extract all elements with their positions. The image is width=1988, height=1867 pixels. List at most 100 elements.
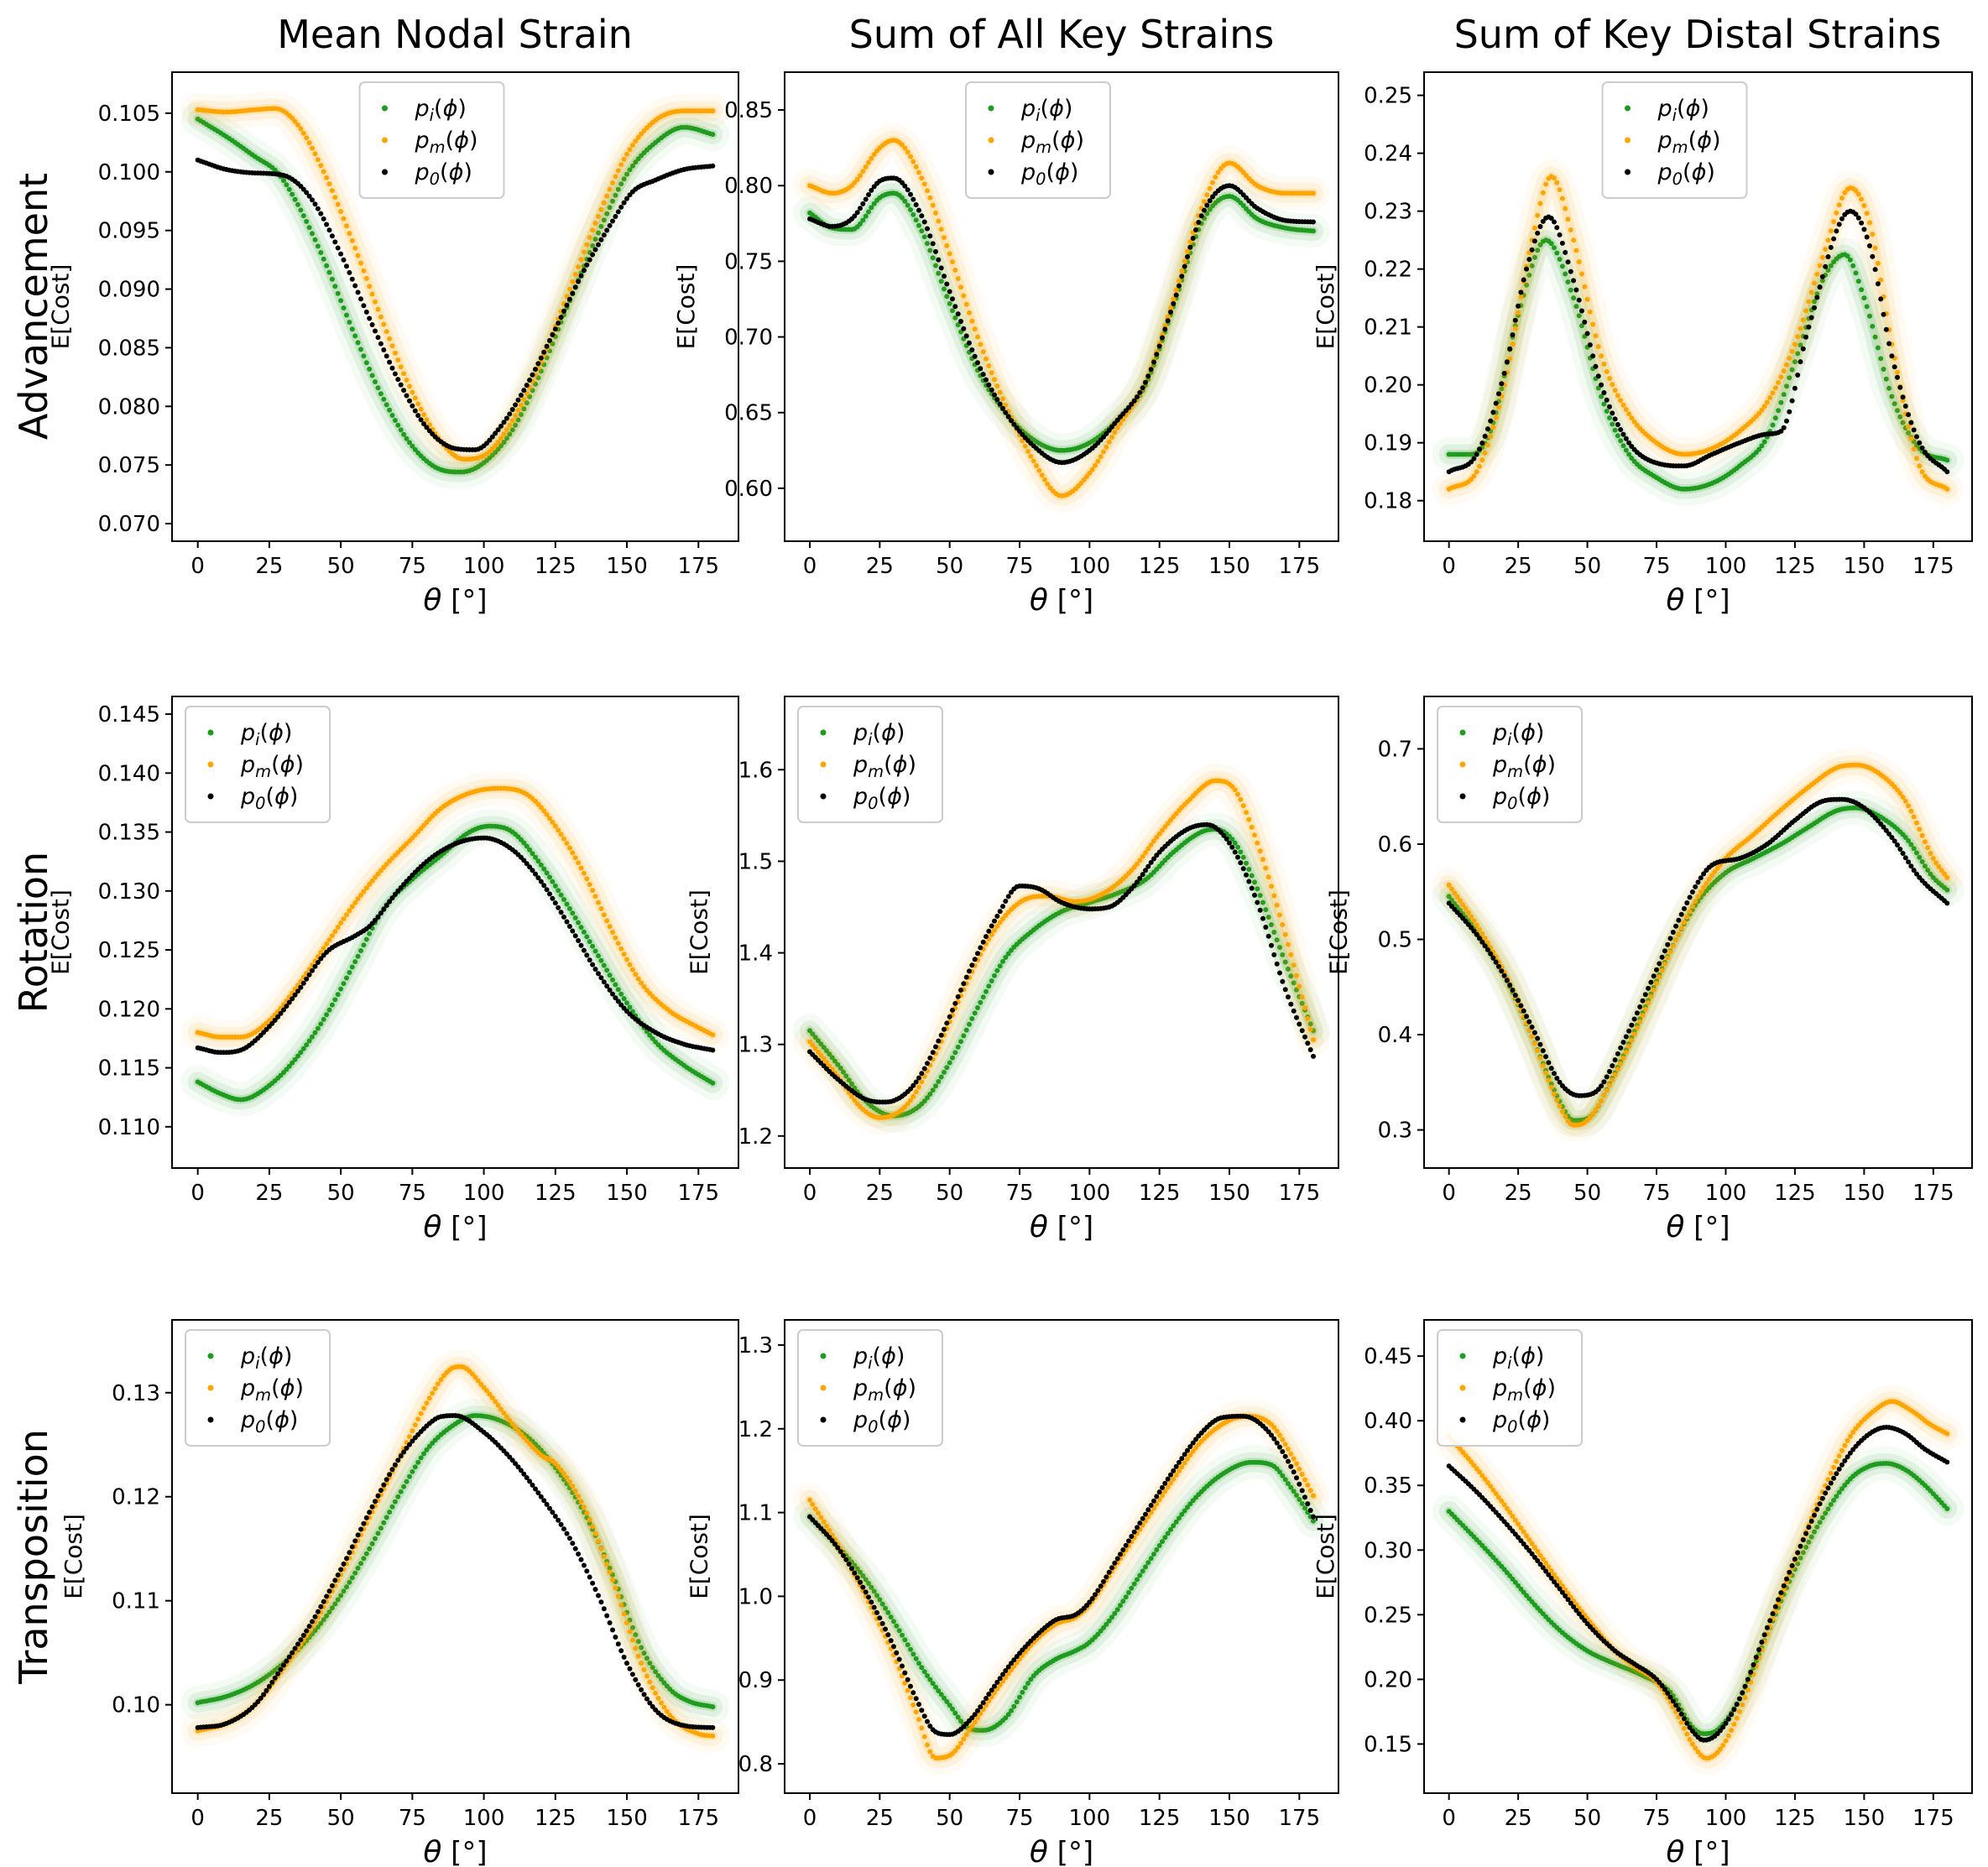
- y-tick-label: 0.25: [1364, 84, 1412, 109]
- y-tick-label: 0.45: [1364, 1344, 1412, 1369]
- y-axis-label: E[Cost]: [47, 889, 75, 975]
- x-axis-label: θ [°]: [1666, 1210, 1730, 1244]
- x-tick-label: 25: [866, 1806, 894, 1831]
- legend-marker-dot: [820, 729, 827, 736]
- legend: pi(ϕ)pm(ϕ)p0(ϕ): [1601, 81, 1748, 199]
- plot-area: [793, 1399, 1330, 1776]
- column-title-sum-all-key-strains: Sum of All Key Strains: [848, 12, 1275, 57]
- legend-label: p0(ϕ): [853, 784, 911, 813]
- plot-area: [180, 771, 730, 1117]
- y-tick-label: 0.30: [1364, 1538, 1412, 1563]
- y-tick-label: 0.21: [1364, 316, 1412, 341]
- legend-label: pm(ϕ): [853, 1375, 916, 1405]
- y-tick-label: 0.10: [112, 1693, 160, 1718]
- y-tick-label: 0.125: [98, 938, 160, 963]
- x-tick-label: 75: [1642, 1181, 1670, 1206]
- legend: pi(ϕ)pm(ϕ)p0(ϕ): [1437, 706, 1583, 823]
- legend-label: pi(ϕ): [1492, 1343, 1544, 1373]
- x-tick-label: 50: [936, 1181, 963, 1206]
- y-tick-label: 1.1: [738, 1501, 773, 1526]
- axes-spines: [171, 1319, 739, 1794]
- y-tick-label: 0.5: [1378, 928, 1412, 953]
- uncertainty-band: [793, 764, 1330, 1134]
- y-tick-label: 0.35: [1364, 1473, 1412, 1499]
- legend-label: pm(ϕ): [1492, 752, 1556, 781]
- x-tick-label: 175: [1279, 1806, 1321, 1831]
- y-tick-label: 0.145: [98, 702, 160, 728]
- x-tick-label: 50: [327, 1806, 355, 1831]
- row-label-advancement: Advancement: [11, 172, 56, 441]
- x-tick-label: 50: [1573, 1181, 1601, 1206]
- x-tick-label: 50: [327, 1181, 355, 1206]
- legend: pi(ϕ)pm(ϕ)p0(ϕ): [797, 1329, 943, 1447]
- legend-marker-dot: [1459, 1385, 1466, 1391]
- legend-label: pm(ϕ): [1492, 1375, 1556, 1405]
- y-axis-label: E[Cost]: [686, 1514, 713, 1599]
- plot-area: [793, 123, 1330, 513]
- uncertainty-band: [1444, 803, 1952, 1125]
- legend-marker-dot: [820, 1385, 827, 1391]
- legend-label: pm(ϕ): [415, 128, 478, 157]
- x-tick-label: 150: [606, 1181, 648, 1206]
- x-tick-label: 100: [463, 554, 505, 579]
- x-tick-label: 50: [327, 554, 355, 579]
- x-tick-label: 75: [1005, 554, 1033, 579]
- legend-marker-dot: [1459, 1416, 1466, 1423]
- x-tick-label: 25: [866, 554, 894, 579]
- x-tick-label: 125: [1774, 554, 1816, 579]
- x-tick-label: 150: [606, 554, 648, 579]
- subplot-transposition-col0: 0 25 50 75 100 125 150 175 0.10 0.11 0.12 0.13 E[Cos…: [60, 1319, 739, 1867]
- legend-marker-dot: [207, 1416, 214, 1423]
- legend-marker-dot: [820, 793, 827, 800]
- x-tick-label: 75: [1642, 554, 1670, 579]
- row-label-transposition: Transposition: [11, 1429, 56, 1684]
- y-tick-label: 0.100: [98, 160, 160, 185]
- y-tick-label: 0.23: [1364, 200, 1412, 225]
- y-axis-label: E[Cost]: [1312, 1514, 1339, 1599]
- x-axis-label: θ [°]: [423, 583, 487, 618]
- legend-label: pi(ϕ): [853, 1343, 905, 1373]
- subplot-advancement-col1: 0 25 50 75 100 125 150 175 0.60 0.65 0.70 0.75 0.80 0…: [672, 71, 1339, 618]
- uncertainty-band: [1432, 790, 1965, 1138]
- legend-box: [797, 1329, 943, 1447]
- legend-marker-dot: [820, 1416, 827, 1423]
- y-tick-label: 1.2: [738, 1417, 773, 1442]
- legend-box: [965, 81, 1111, 199]
- legend-label: pi(ϕ): [1492, 720, 1544, 749]
- legend-box: [185, 706, 331, 823]
- legend: pi(ϕ)pm(ϕ)p0(ϕ): [965, 81, 1111, 199]
- x-tick-label: 150: [1844, 1181, 1886, 1206]
- x-tick-label: 175: [677, 1806, 719, 1831]
- plot-area: [1432, 159, 1965, 506]
- y-tick-label: 0.24: [1364, 142, 1412, 167]
- legend-label: pm(ϕ): [1657, 128, 1721, 157]
- legend-marker-dot: [988, 169, 994, 175]
- y-tick-label: 1.4: [738, 941, 773, 967]
- x-tick-label: 0: [1442, 1806, 1456, 1831]
- y-tick-label: 0.8: [738, 1752, 773, 1777]
- y-tick-label: 1.5: [738, 849, 773, 874]
- legend: pi(ϕ)pm(ϕ)p0(ϕ): [1437, 1329, 1583, 1447]
- y-tick-label: 0.085: [98, 336, 160, 361]
- legend-label: p0(ϕ): [1020, 159, 1078, 189]
- x-tick-label: 75: [1642, 1806, 1670, 1831]
- legend-label: pm(ϕ): [1020, 128, 1084, 157]
- uncertainty-band: [1438, 797, 1958, 1131]
- legend-label: pm(ϕ): [240, 752, 304, 781]
- x-tick-label: 75: [399, 554, 426, 579]
- legend-marker-dot: [382, 137, 388, 143]
- x-axis-label: θ [°]: [423, 1210, 487, 1244]
- legend-marker-dot: [207, 793, 214, 800]
- x-tick-label: 100: [1705, 1806, 1747, 1831]
- column-title-mean-nodal-strain: Mean Nodal Strain: [277, 12, 633, 57]
- y-axis-label: E[Cost]: [686, 889, 713, 975]
- x-tick-label: 25: [255, 1181, 283, 1206]
- y-tick-label: 0.130: [98, 879, 160, 905]
- y-tick-label: 1.0: [738, 1584, 773, 1609]
- x-tick-label: 100: [1705, 554, 1747, 579]
- legend-marker-dot: [207, 729, 214, 736]
- legend-label: pi(ϕ): [240, 1343, 292, 1373]
- x-axis-label: θ [°]: [1666, 1835, 1730, 1867]
- x-tick-label: 175: [1912, 554, 1954, 579]
